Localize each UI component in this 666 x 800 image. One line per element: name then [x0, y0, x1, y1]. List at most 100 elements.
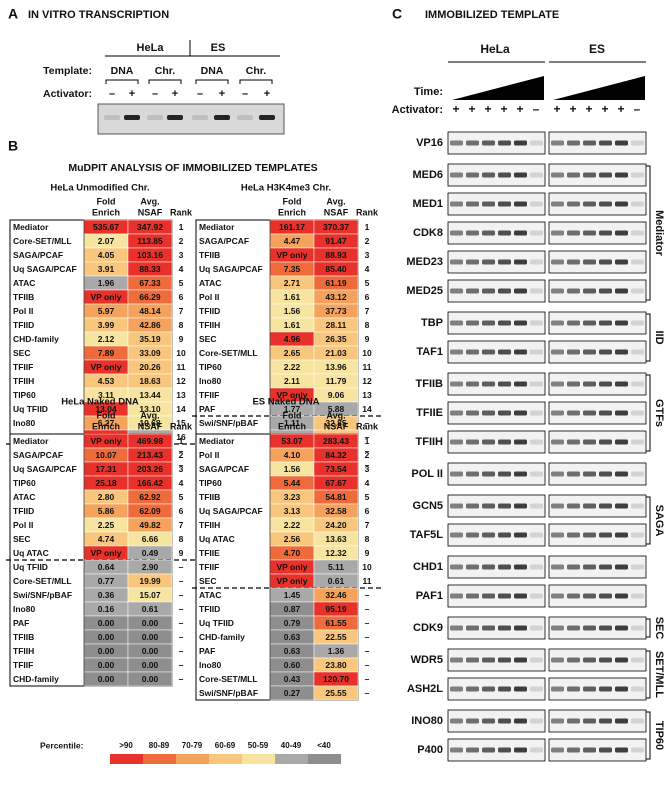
column-header: Enrich: [92, 207, 120, 217]
fold-enrich: VP only: [276, 576, 307, 586]
blot-band: [583, 382, 596, 387]
complex-name: SAGA/PCAF: [13, 450, 63, 460]
rank: –: [365, 590, 370, 600]
complex-name: SAGA/PCAF: [199, 236, 249, 246]
blot-band: [498, 350, 511, 355]
blot-band: [466, 411, 479, 416]
rank: 7: [179, 520, 184, 530]
blot-band: [450, 440, 463, 445]
group-bracket: [646, 497, 650, 544]
complex-name: TIP60: [199, 478, 222, 488]
avg-nsaf: 25.55: [325, 688, 347, 698]
template-label: Chr.: [155, 65, 176, 77]
blot-band: [450, 719, 463, 724]
complex-name: CHD-family: [199, 632, 245, 642]
blot-label: CHD1: [413, 561, 443, 573]
blot-band: [530, 173, 543, 178]
template-label: DNA: [111, 65, 134, 77]
complex-name: Core-SET/MLL: [13, 236, 72, 246]
activator-sign: +: [484, 102, 491, 116]
avg-nsaf: 19.99: [139, 576, 161, 586]
column-header: Avg.: [140, 410, 159, 420]
blot-band: [498, 748, 511, 753]
fold-enrich: 0.00: [98, 674, 115, 684]
complex-name: ATAC: [13, 492, 35, 502]
blot-band: [599, 533, 612, 538]
avg-nsaf: 283.43: [323, 436, 349, 446]
blot-label: P400: [417, 744, 443, 756]
column-header: Enrich: [92, 421, 120, 431]
blot-band: [567, 440, 580, 445]
group-label: GTFs: [653, 399, 665, 427]
blot-band: [599, 231, 612, 236]
blot-band: [498, 626, 511, 631]
column-header: NSAF: [324, 207, 349, 217]
blot-band: [551, 260, 564, 265]
blot-band: [567, 231, 580, 236]
avg-nsaf: 370.37: [323, 222, 349, 232]
blot-band: [615, 687, 628, 692]
blot-band: [615, 748, 628, 753]
group-bracket: [646, 619, 650, 637]
blot-band: [583, 565, 596, 570]
group-label: IID: [653, 330, 665, 344]
fold-enrich: 53.07: [281, 436, 303, 446]
complex-name: SAGA/PCAF: [199, 464, 249, 474]
rank: 9: [365, 334, 370, 344]
blot-band: [567, 719, 580, 724]
blot-band: [466, 321, 479, 326]
blot-band: [482, 440, 495, 445]
blot-band: [514, 472, 527, 477]
blot-band: [551, 533, 564, 538]
group-label: SEC: [653, 617, 665, 640]
blot-band: [583, 321, 596, 326]
blot-band: [615, 626, 628, 631]
rank: 3: [365, 464, 370, 474]
fold-enrich: 5.44: [284, 478, 301, 488]
blot-band: [599, 504, 612, 509]
blot-label: TAF1: [416, 346, 443, 358]
avg-nsaf: 0.61: [142, 604, 159, 614]
blot-label: TBP: [421, 317, 443, 329]
avg-nsaf: 13.44: [139, 390, 161, 400]
complex-name: TFIIB: [13, 632, 34, 642]
blot-label: TFIIH: [416, 436, 444, 448]
blot-band: [551, 141, 564, 146]
blot-band: [466, 440, 479, 445]
avg-nsaf: 469.98: [137, 436, 163, 446]
blot-band: [615, 594, 628, 599]
avg-nsaf: 203.26: [137, 464, 163, 474]
rank: 4: [365, 264, 370, 274]
complex-name: TFIID: [13, 506, 34, 516]
blot-label: MED1: [412, 198, 443, 210]
complex-name: PAF: [13, 618, 29, 628]
complex-name: Uq ATAC: [13, 548, 49, 558]
fold-enrich: 4.74: [98, 534, 115, 544]
blot-band: [466, 202, 479, 207]
avg-nsaf: 13.63: [325, 534, 347, 544]
complex-name: ATAC: [13, 278, 35, 288]
activator-sign: +: [264, 88, 270, 100]
rank: 11: [363, 576, 372, 586]
blot-band: [551, 504, 564, 509]
blot-band: [466, 260, 479, 265]
complex-name: Core-SET/MLL: [199, 348, 258, 358]
legend-item: <40: [317, 741, 331, 750]
blot-band: [615, 382, 628, 387]
blot-band: [498, 382, 511, 387]
cell-line-label: HeLa: [137, 42, 165, 54]
fold-enrich: 1.61: [284, 320, 301, 330]
blot-band: [615, 658, 628, 663]
avg-nsaf: 0.00: [142, 632, 159, 642]
blot-band: [567, 748, 580, 753]
blot-band: [466, 748, 479, 753]
complex-name: Swi/SNF/pBAF: [199, 418, 258, 428]
panel-letter: B: [8, 138, 18, 154]
blot-label: CDK9: [413, 622, 443, 634]
complex-name: TIP60: [13, 478, 36, 488]
activator-sign: –: [242, 88, 248, 100]
rank: –: [179, 660, 184, 670]
rank: –: [179, 618, 184, 628]
row-label: Time:: [414, 86, 443, 98]
blot-band: [615, 289, 628, 294]
